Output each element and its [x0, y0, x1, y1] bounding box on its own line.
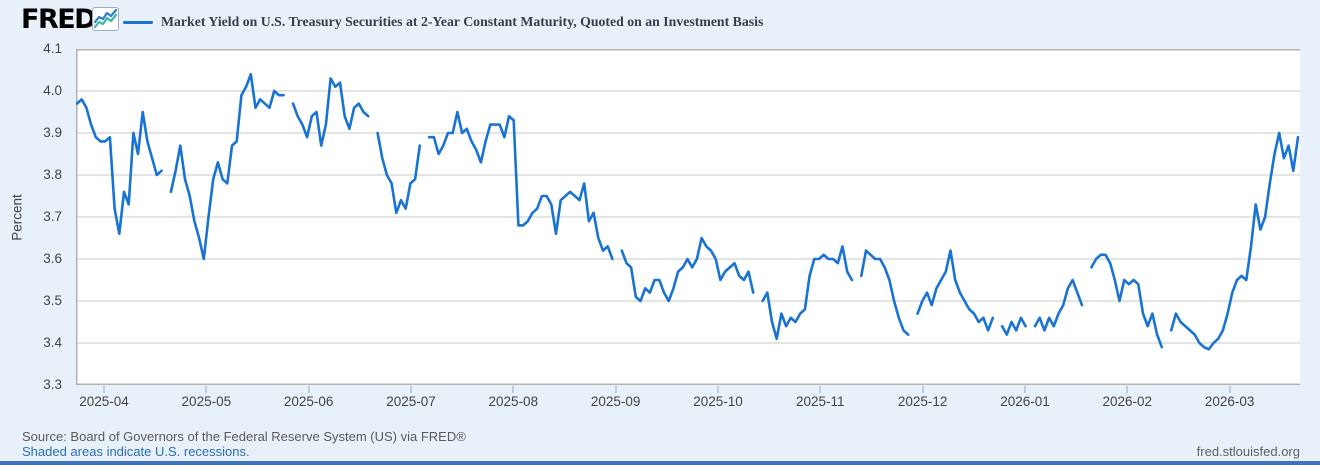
y-tick-label: 3.7 [43, 209, 62, 224]
chart-title: Market Yield on U.S. Treasury Securities… [161, 14, 764, 29]
legend-line-swatch [123, 20, 153, 24]
x-tick-mark [614, 386, 617, 393]
fred-logo-text: FRED [21, 4, 97, 35]
y-tick-label: 4.0 [43, 83, 62, 98]
fred-site-link[interactable]: fred.stlouisfed.org [1196, 444, 1300, 459]
y-tick-label: 3.9 [43, 125, 62, 140]
x-tick-label: 2025-05 [181, 394, 232, 409]
x-tick-mark [307, 386, 310, 393]
x-tick-label: 2026-01 [1000, 394, 1050, 409]
y-tick-label: 3.5 [43, 293, 62, 308]
x-tick-mark [409, 386, 412, 393]
x-tick-mark [1228, 386, 1231, 393]
x-tick-mark [103, 386, 105, 393]
x-tick-label: 2025-07 [386, 394, 436, 409]
fred-logo-chart-icon [92, 7, 119, 31]
x-tick-label: 2026-02 [1102, 394, 1153, 409]
x-tick-mark [1023, 386, 1026, 393]
x-tick-label: 2025-09 [590, 394, 641, 409]
x-tick-mark [819, 386, 822, 393]
x-tick-label: 2025-12 [897, 394, 948, 409]
x-tick-mark [205, 386, 208, 393]
x-tick-mark [512, 386, 515, 393]
x-tick-mark [921, 386, 924, 393]
plot-area[interactable] [76, 49, 1300, 385]
y-tick-label: 3.3 [43, 377, 62, 392]
recessions-note-link[interactable]: Shaded areas indicate U.S. recessions. [22, 444, 250, 459]
chart-legend: Market Yield on U.S. Treasury Securities… [123, 12, 763, 32]
x-tick-label: 2025-06 [283, 394, 334, 409]
chart-header: FRED® Market Yield on U.S. Treasury Secu… [0, 0, 1320, 40]
x-tick-label: 2025-08 [488, 394, 539, 409]
y-tick-label: 3.4 [43, 335, 62, 350]
yield-line-series[interactable] [76, 72, 1300, 351]
x-tick-label: 2025-11 [796, 394, 845, 409]
x-tick-label: 2025-04 [79, 394, 129, 409]
x-tick-label: 2026-03 [1204, 394, 1255, 409]
source-text: Source: Board of Governors of the Federa… [22, 429, 466, 444]
line-chart[interactable] [76, 49, 1300, 385]
bottom-accent-bar [0, 461, 1320, 465]
y-tick-label: 4.1 [43, 41, 62, 56]
fred-logo[interactable]: FRED® [21, 4, 104, 35]
x-tick-mark [1126, 386, 1129, 393]
y-tick-label: 3.8 [43, 167, 62, 182]
x-tick-label: 2025-10 [693, 394, 743, 409]
y-tick-label: 3.6 [43, 251, 62, 266]
x-tick-mark [716, 386, 719, 393]
